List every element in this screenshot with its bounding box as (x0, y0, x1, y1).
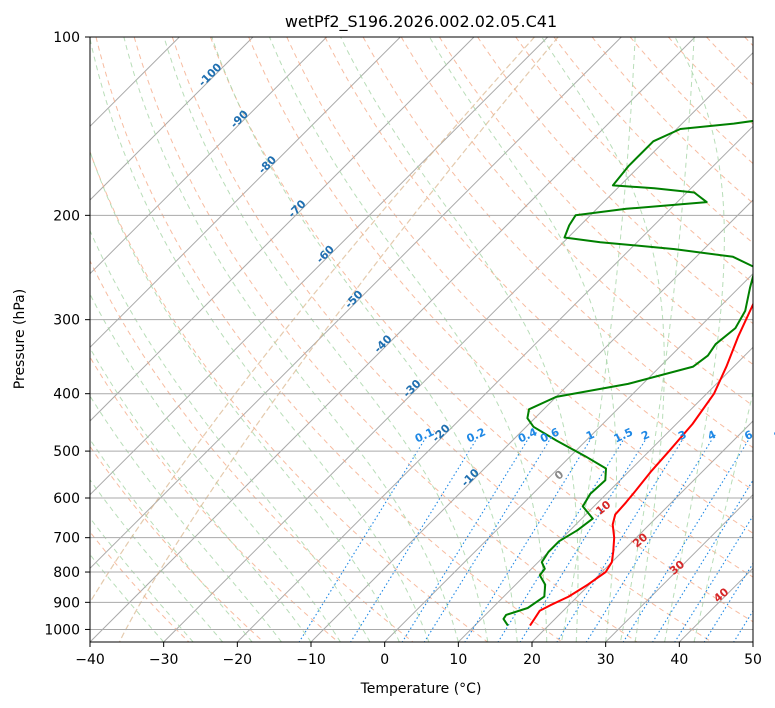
y-tick-label: 200 (53, 208, 80, 224)
isotherm-line (531, 420, 753, 642)
isotherm-line (90, 37, 622, 570)
dry-adiabat-line (362, 37, 753, 449)
moist-adiabat-line (90, 37, 430, 642)
x-axis-label: Temperature (°C) (360, 681, 482, 697)
y-tick-label: 1000 (44, 622, 80, 638)
dry-adiabat-line (90, 445, 264, 642)
y-tick-label: 400 (53, 387, 80, 403)
dry-adiabat-line (477, 37, 753, 325)
dry-adiabat-line (90, 531, 190, 642)
y-axis-label: Pressure (hPa) (12, 289, 28, 389)
moist-adiabat-line (163, 37, 489, 642)
dewpoint-profile-line (502, 119, 753, 627)
mixing-ratio-line (401, 440, 528, 642)
moist-adiabat-line (269, 37, 548, 642)
isotherm-line (384, 272, 753, 642)
dry-adiabat-line (248, 37, 753, 578)
dry-adiabat-line (210, 37, 753, 623)
isotherm-line (236, 125, 753, 642)
dry-adiabat-line (90, 259, 414, 642)
x-tick-label: 20 (523, 652, 541, 668)
x-tick-label: −30 (149, 652, 179, 668)
mixing-ratio-line (423, 440, 550, 642)
curved-isotherm-line (118, 37, 559, 642)
y-tick-label: 300 (53, 313, 80, 329)
mixing-ratio-line (674, 514, 753, 642)
mixing-ratio-line (556, 440, 683, 642)
dry-adiabat-line (133, 37, 638, 642)
dry-adiabat-line (400, 37, 753, 407)
moist-adiabat-line (123, 37, 459, 642)
mixing-ratio-line (703, 562, 753, 642)
y-tick-label: 100 (53, 30, 80, 46)
moist-adiabat-line (90, 479, 223, 642)
moist-adiabat-line (541, 37, 665, 642)
moist-adiabat-line (90, 347, 312, 642)
x-tick-label: −40 (75, 652, 105, 668)
dry-adiabat-line (95, 37, 563, 642)
moist-adiabat-line (90, 229, 371, 642)
mixing-ratio-line (652, 479, 753, 642)
moist-adiabat-line (429, 37, 617, 642)
moist-adiabat-line (90, 517, 194, 642)
x-tick-label: −10 (296, 652, 326, 668)
plot-frame (89, 36, 754, 643)
mixing-ratio-line (350, 440, 477, 642)
isotherm-line (310, 199, 753, 642)
x-tick-label: 10 (449, 652, 467, 668)
moist-adiabat-line (90, 553, 165, 642)
mixing-ratio-line (464, 440, 591, 642)
x-tick-label: 50 (744, 652, 762, 668)
dry-adiabat-line (171, 37, 712, 642)
mixing-ratio-label: 8 (772, 428, 775, 443)
isotherm-line (90, 37, 328, 275)
y-tick-label: 500 (53, 444, 80, 460)
x-tick-label: 0 (380, 652, 389, 668)
x-tick-label: 30 (597, 652, 615, 668)
isotherm-line (90, 37, 696, 642)
isotherm-line (90, 37, 254, 201)
dry-adiabat-line (515, 37, 753, 284)
isotherm-line (90, 37, 549, 496)
moist-adiabat-line (90, 150, 400, 642)
moist-adiabat-line (619, 37, 695, 642)
moist-adiabat-line (664, 37, 725, 642)
moist-adiabat-line (90, 395, 282, 642)
y-tick-label: 800 (53, 565, 80, 581)
y-tick-label: 700 (53, 531, 80, 547)
y-tick-label: 600 (53, 491, 80, 507)
x-tick-label: −20 (223, 652, 253, 668)
moist-adiabat-line (211, 37, 518, 642)
isotherm-line (605, 493, 753, 642)
temperature-profile-line (529, 302, 753, 627)
moist-adiabat-line (90, 438, 253, 642)
mixing-ratio-line (497, 440, 624, 642)
y-tick-label: 900 (53, 595, 80, 611)
dry-adiabat-line (591, 37, 753, 204)
chart-title: wetPf2_S196.2026.002.02.05.C41 (285, 12, 557, 32)
mixing-ratio-line (622, 440, 749, 642)
moist-adiabat-line (340, 37, 579, 642)
mixing-ratio-line (585, 440, 712, 642)
mixing-ratio-line (298, 440, 425, 642)
isotherm-line (90, 37, 401, 349)
curved-isotherm-line (90, 37, 535, 604)
dry-adiabat-line (629, 37, 753, 165)
moist-adiabat-line (561, 37, 636, 642)
mixing-ratio-line (519, 440, 646, 642)
isotherm-line (90, 37, 475, 422)
x-tick-label: 40 (670, 652, 688, 668)
